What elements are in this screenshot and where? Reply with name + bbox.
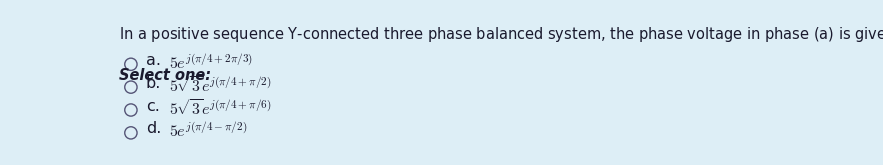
- Text: d.: d.: [146, 121, 162, 136]
- Text: a.: a.: [146, 53, 161, 68]
- Ellipse shape: [125, 81, 137, 93]
- Ellipse shape: [125, 58, 137, 70]
- Text: Select one:: Select one:: [118, 68, 211, 83]
- Text: $5e^{j(\pi/4+2\pi/3)}$: $5e^{j(\pi/4+2\pi/3)}$: [169, 53, 253, 72]
- Text: b.: b.: [146, 76, 162, 91]
- Ellipse shape: [125, 127, 137, 139]
- Ellipse shape: [125, 104, 137, 116]
- Text: $5\sqrt{3}e^{j(\pi/4+\pi/6)}$: $5\sqrt{3}e^{j(\pi/4+\pi/6)}$: [169, 99, 271, 119]
- Text: $5e^{j(\pi/4-\pi/2)}$: $5e^{j(\pi/4-\pi/2)}$: [169, 121, 247, 140]
- Text: $5\sqrt{3}e^{j(\pi/4+\pi/2)}$: $5\sqrt{3}e^{j(\pi/4+\pi/2)}$: [169, 76, 271, 96]
- Text: c.: c.: [146, 99, 160, 114]
- Text: In a positive sequence Y-connected three phase balanced system, the phase voltag: In a positive sequence Y-connected three…: [118, 24, 883, 45]
